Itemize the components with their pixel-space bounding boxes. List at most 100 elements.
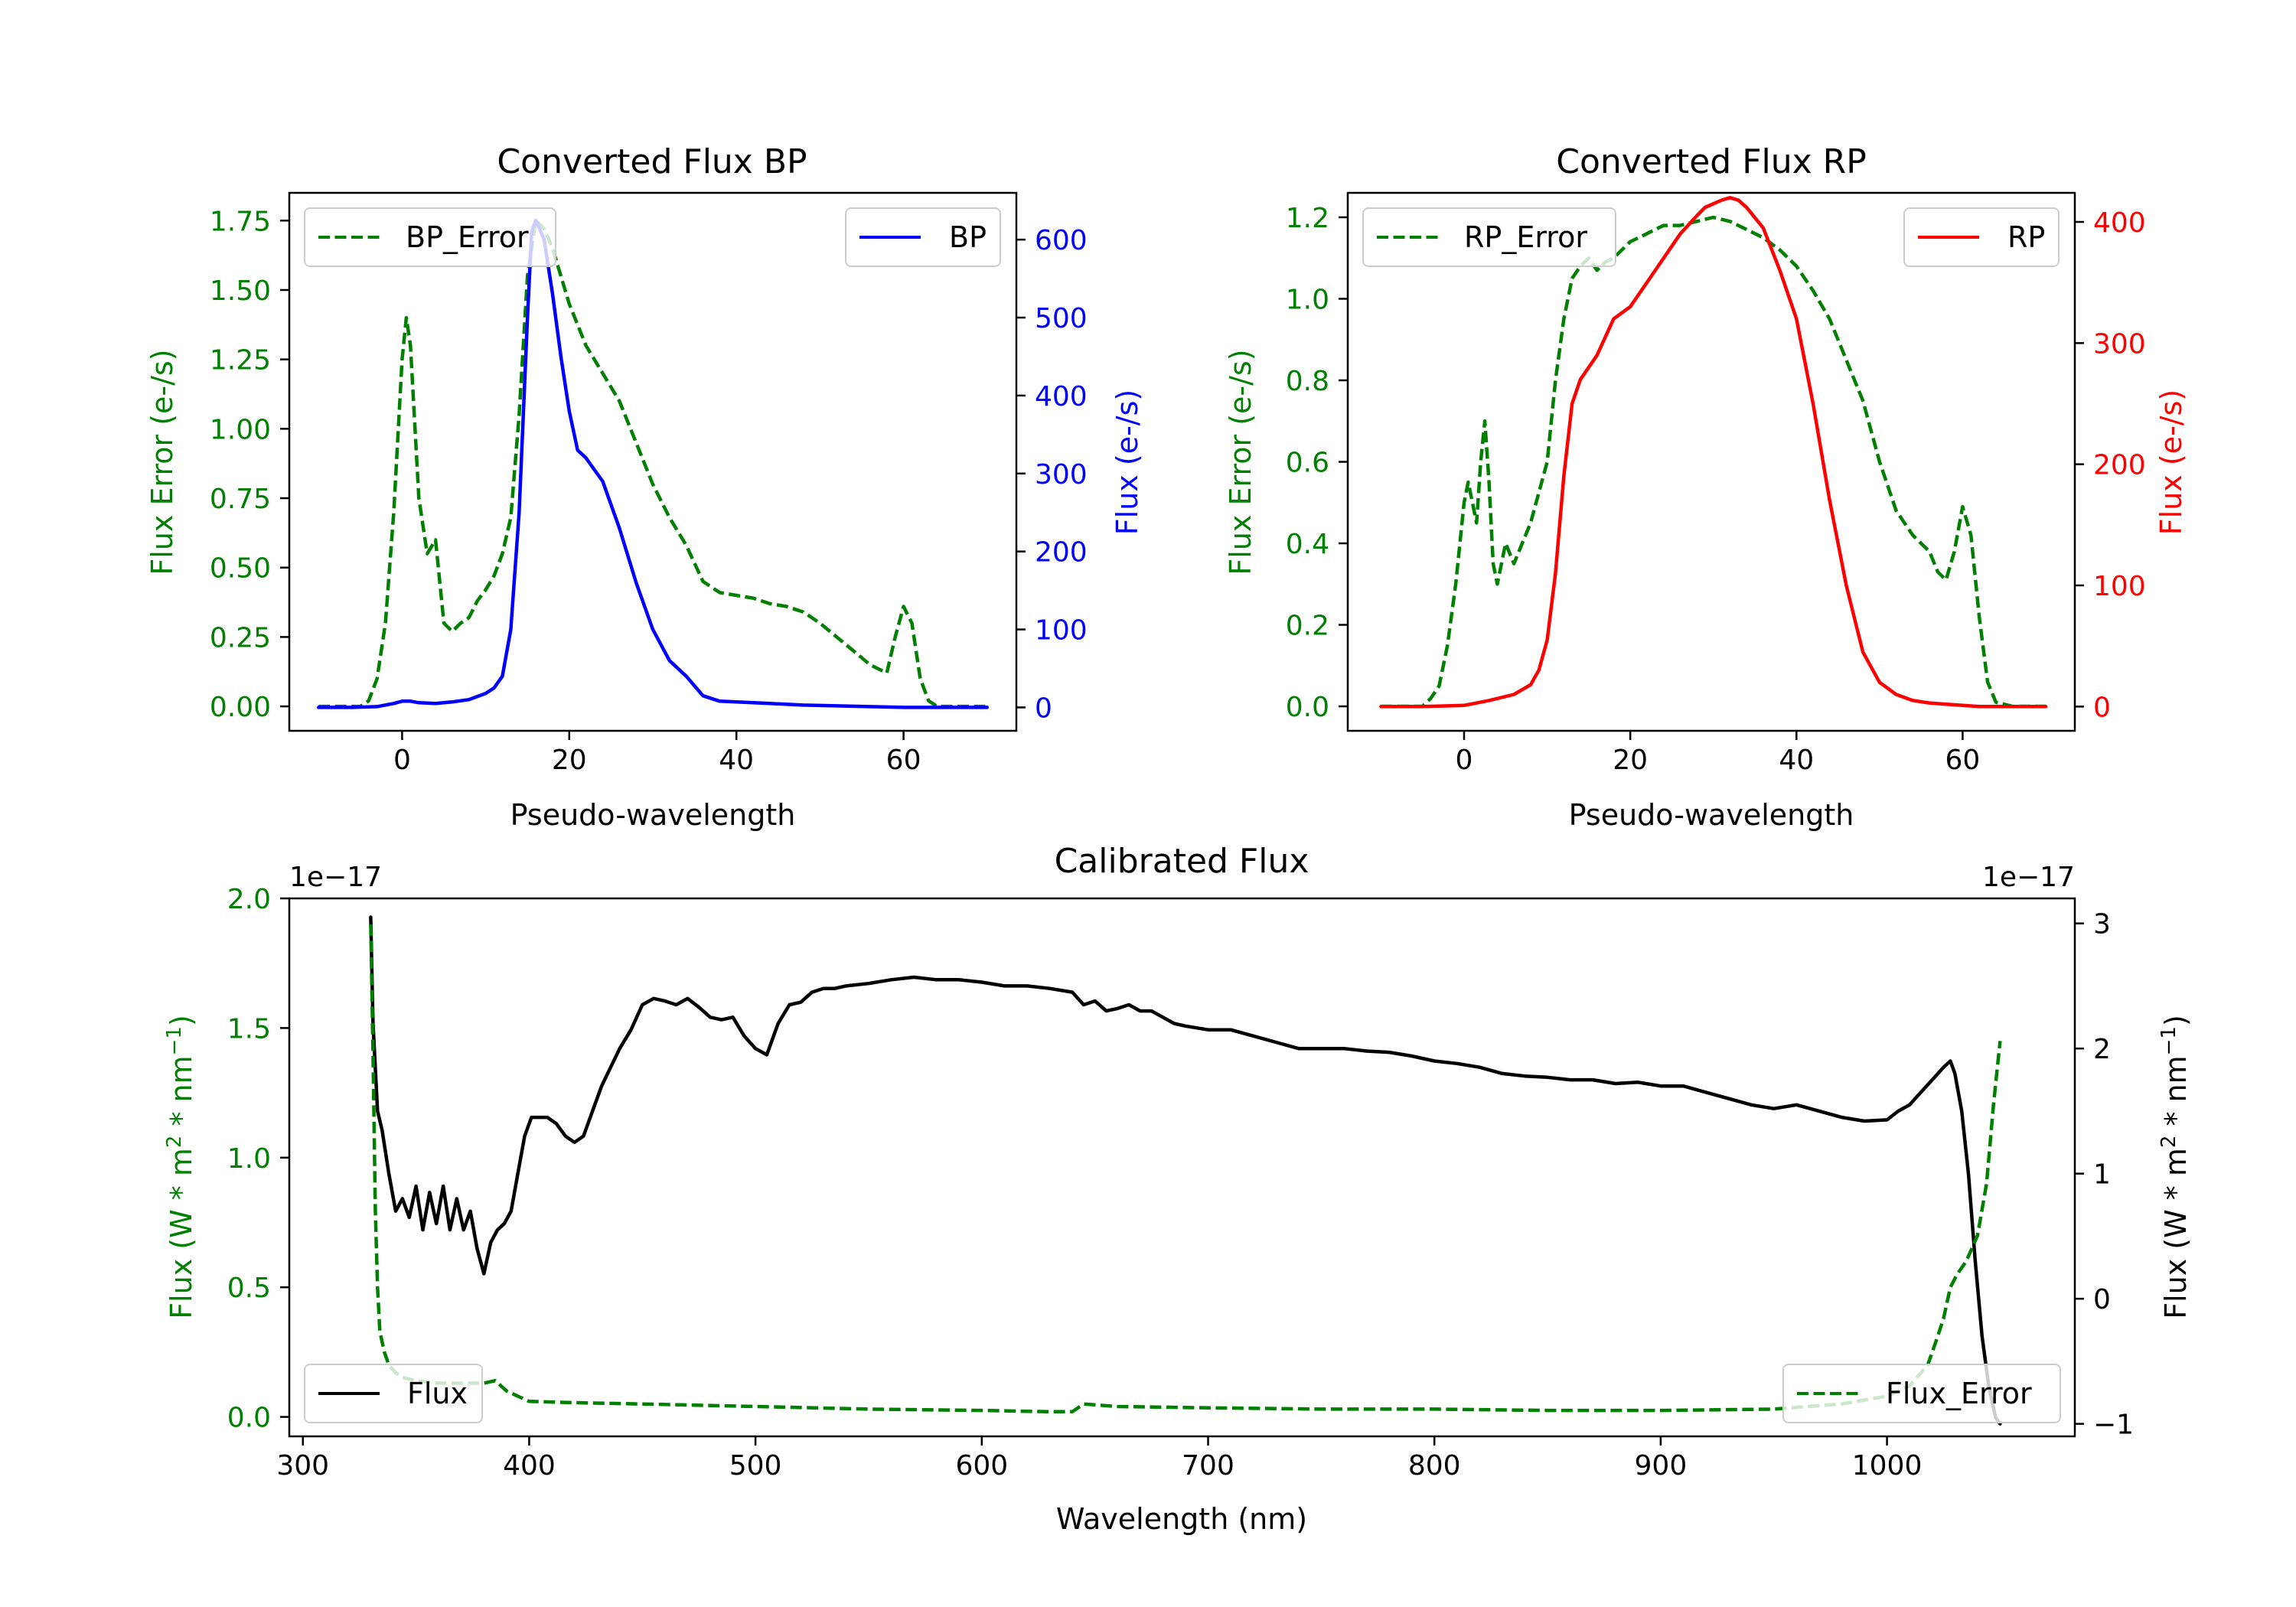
- cal-x-tick-label: 900: [1635, 1450, 1688, 1482]
- cal-x-tick-label: 1000: [1852, 1450, 1923, 1482]
- rp-series-rp-line: [1379, 196, 2048, 709]
- bp-right-tick-label: 100: [1035, 615, 1088, 647]
- cal-right-tick-label: −1: [2093, 1410, 2134, 1441]
- rp-x-tick-label: 40: [1779, 745, 1814, 776]
- cal-right-tick-label: 2: [2093, 1034, 2111, 1065]
- rp-x-tick-label: 60: [1945, 745, 1981, 776]
- bp-left-tick-label: 0.75: [210, 484, 271, 515]
- cal-left-tick-label: 1.5: [227, 1013, 271, 1045]
- rp-left-tick-label: 0.6: [1286, 448, 1329, 479]
- rp-right-ticks: 0 100 200 300 400: [2075, 207, 2146, 723]
- cal-x-tick-label: 600: [955, 1450, 1008, 1482]
- bp-series-bp-line: [316, 218, 990, 709]
- cal-x-tick-label: 800: [1408, 1450, 1461, 1482]
- rp-left-axis-label: Flux Error (e-/s): [1224, 349, 1257, 575]
- rp-right-tick-label: 400: [2093, 207, 2146, 239]
- rp-title: Converted Flux RP: [1556, 142, 1867, 181]
- rp-left-tick-label: 0.2: [1286, 611, 1329, 642]
- bp-right-tick-label: 0: [1035, 693, 1052, 724]
- bp-right-tick-label: 400: [1035, 381, 1088, 412]
- cal-left-axis-label: Flux (W * m2 * nm−1): [163, 1015, 198, 1319]
- bp-x-tick-label: 40: [719, 745, 754, 776]
- panel-calibrated-flux: Calibrated Flux 1e−17 1e−17 300 400 500 600…: [163, 842, 2193, 1536]
- cal-left-tick-label: 0.0: [227, 1403, 271, 1434]
- cal-legend-flux-label: Flux: [407, 1377, 468, 1410]
- bp-left-tick-label: 0.50: [210, 553, 271, 585]
- bp-right-tick-label: 300: [1035, 459, 1088, 491]
- bp-left-tick-label: 1.25: [210, 345, 271, 376]
- rp-left-tick-label: 1.0: [1286, 284, 1329, 315]
- cal-legend-error-label: Flux_Error: [1886, 1377, 2032, 1410]
- bp-x-tick-label: 60: [886, 745, 921, 776]
- bp-left-tick-label: 1.75: [210, 206, 271, 237]
- bp-right-tick-label: 500: [1035, 303, 1088, 334]
- rp-legend-error: RP_Error: [1362, 207, 1616, 267]
- bp-right-ticks: 0 100 200 300 400 500 600: [1016, 225, 1088, 724]
- cal-right-ticks: −1 0 1 2 3: [2075, 909, 2134, 1441]
- rp-right-tick-label: 300: [2093, 328, 2146, 360]
- bp-right-tick-label: 600: [1035, 225, 1088, 256]
- rp-left-tick-label: 0.4: [1286, 529, 1329, 560]
- cal-x-tick-label: 400: [503, 1450, 556, 1482]
- bp-legend-flux: BP: [845, 207, 1001, 267]
- rp-left-tick-label: 0.8: [1286, 366, 1329, 397]
- bp-left-tick-label: 1.00: [210, 414, 271, 445]
- bp-title: Converted Flux BP: [497, 142, 807, 181]
- cal-series-flux-line: [369, 915, 2002, 1426]
- rp-right-axis-label: Flux (e-/s): [2154, 390, 2188, 535]
- bp-left-ticks: 0.00 0.25 0.50 0.75 1.00 1.25 1.50 1.75: [210, 206, 289, 723]
- cal-right-tick-label: 0: [2093, 1284, 2111, 1315]
- rp-legend-flux-label: RP: [2007, 220, 2045, 254]
- cal-x-tick-label: 500: [729, 1450, 782, 1482]
- cal-right-tick-label: 3: [2093, 909, 2111, 940]
- bp-x-tick-label: 0: [393, 745, 411, 776]
- cal-left-tick-label: 1.0: [227, 1143, 271, 1175]
- bp-right-tick-label: 200: [1035, 537, 1088, 569]
- cal-legend-flux: Flux: [304, 1364, 483, 1423]
- rp-left-tick-label: 1.2: [1286, 203, 1329, 234]
- bp-axes-frame: [288, 191, 1018, 732]
- rp-legend-flux: RP: [1903, 207, 2060, 267]
- rp-legend-error-label: RP_Error: [1464, 220, 1587, 254]
- cal-left-tick-label: 2.0: [227, 884, 271, 915]
- cal-right-multiplier: 1e−17: [1982, 862, 2075, 893]
- cal-left-ticks: 0.0 0.5 1.0 1.5 2.0: [227, 884, 289, 1434]
- cal-title: Calibrated Flux: [1055, 842, 1309, 881]
- cal-right-axis-label: Flux (W * m2 * nm−1): [2157, 1015, 2193, 1319]
- rp-x-tick-label: 20: [1613, 745, 1648, 776]
- rp-x-tick-label: 0: [1456, 745, 1473, 776]
- panel-converted-flux-bp: Converted Flux BP 0 20 40 60 0.000.250.500.…: [145, 142, 1144, 832]
- bp-left-axis-label: Flux Error (e-/s): [145, 349, 179, 575]
- cal-right-tick-label: 1: [2093, 1159, 2111, 1191]
- rp-x-ticks: 0 20 40 60: [1456, 731, 1981, 776]
- bp-x-ticks: 0 20 40 60: [393, 731, 921, 776]
- cal-x-ticks: 300 400 500 600 700 800 900 1000: [276, 1436, 1922, 1482]
- bp-legend-error-label: BP_Error: [406, 220, 529, 254]
- cal-x-axis-label: Wavelength (nm): [1056, 1502, 1307, 1536]
- bp-left-tick-label: 0.25: [210, 622, 271, 654]
- cal-x-tick-label: 700: [1182, 1450, 1234, 1482]
- rp-right-tick-label: 100: [2093, 571, 2146, 602]
- bp-legend-flux-label: BP: [949, 220, 987, 254]
- bp-x-tick-label: 20: [552, 745, 587, 776]
- rp-plot-area: [1379, 196, 2048, 709]
- bp-legend-error: BP_Error: [304, 207, 556, 267]
- cal-left-tick-label: 0.5: [227, 1273, 271, 1304]
- cal-legend-error: Flux_Error: [1782, 1364, 2061, 1423]
- bp-left-tick-label: 1.50: [210, 275, 271, 307]
- bp-x-axis-label: Pseudo-wavelength: [510, 798, 796, 832]
- bp-right-axis-label: Flux (e-/s): [1110, 390, 1144, 535]
- rp-x-axis-label: Pseudo-wavelength: [1569, 798, 1854, 832]
- cal-x-tick-label: 300: [276, 1450, 329, 1482]
- cal-left-multiplier: 1e−17: [289, 862, 382, 893]
- rp-left-tick-label: 0.0: [1286, 692, 1329, 723]
- bp-series-bp-error-line: [318, 219, 987, 709]
- bp-left-tick-label: 0.00: [210, 692, 271, 723]
- rp-right-tick-label: 0: [2093, 692, 2111, 723]
- cal-axes-frame: [288, 897, 2076, 1438]
- rp-left-ticks: 0.0 0.2 0.4 0.6 0.8 1.0 1.2: [1286, 203, 1348, 723]
- bp-plot-area: [316, 218, 990, 709]
- rp-right-tick-label: 200: [2093, 450, 2146, 481]
- panel-converted-flux-rp: Converted Flux RP 0 20 40 60 0.00.20.40.60.…: [1224, 142, 2188, 832]
